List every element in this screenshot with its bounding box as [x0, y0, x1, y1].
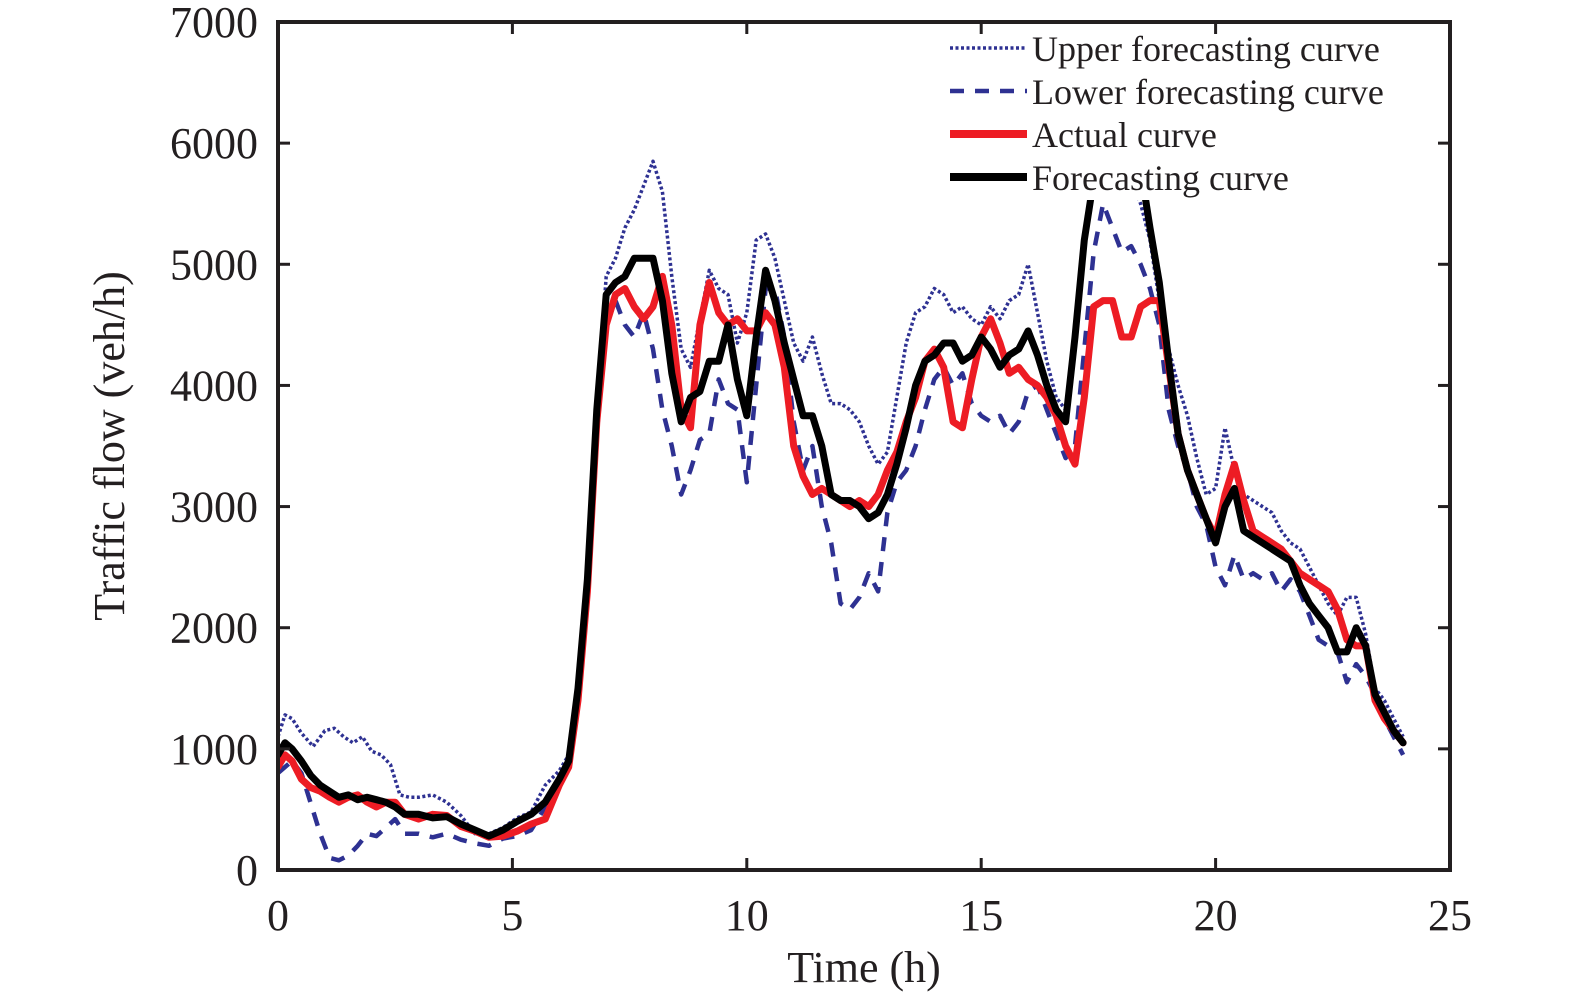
y-tick-label: 6000: [170, 119, 258, 168]
y-tick-label: 3000: [170, 483, 258, 532]
plot-frame: [276, 20, 1452, 872]
legend-background: [935, 26, 1447, 200]
y-tick-label: 1000: [170, 725, 258, 774]
y-tick-label: 0: [236, 846, 258, 895]
legend-item: Actual curve: [950, 115, 1217, 155]
legend-label: Upper forecasting curve: [1032, 29, 1380, 69]
legend-label: Forecasting curve: [1032, 158, 1289, 198]
x-tick-label: 5: [501, 891, 523, 940]
y-tick-label: 5000: [170, 240, 258, 289]
x-tick-label: 0: [267, 891, 289, 940]
y-tick-label: 2000: [170, 604, 258, 653]
series-layer: [279, 139, 1407, 863]
series-line-forecasting-curve: [279, 139, 1407, 840]
legend-item: Upper forecasting curve: [950, 29, 1380, 69]
x-axis-label: Time (h): [787, 943, 941, 992]
y-tick-label: 7000: [170, 0, 258, 47]
x-tick-label: 15: [959, 891, 1003, 940]
legend-item: Forecasting curve: [950, 158, 1289, 198]
y-ticks: 0 1000 2000 3000 4000 5000 6000 7000: [170, 0, 1450, 895]
x-tick-label: 10: [725, 891, 769, 940]
legend-label: Lower forecasting curve: [1032, 72, 1384, 112]
axes: [276, 20, 1452, 872]
series-line-lower-forecasting-curve: [279, 201, 1406, 863]
series-line-actual-curve: [279, 272, 1407, 841]
x-ticks: 0 5 10 15 20 25: [267, 22, 1472, 940]
legend-item: Lower forecasting curve: [950, 72, 1384, 112]
y-tick-label: 4000: [170, 361, 258, 410]
legend-label: Actual curve: [1032, 115, 1217, 155]
x-tick-label: 20: [1194, 891, 1238, 940]
y-axis-label: Traffic flow (veh/h): [85, 271, 134, 621]
x-tick-label: 25: [1428, 891, 1472, 940]
